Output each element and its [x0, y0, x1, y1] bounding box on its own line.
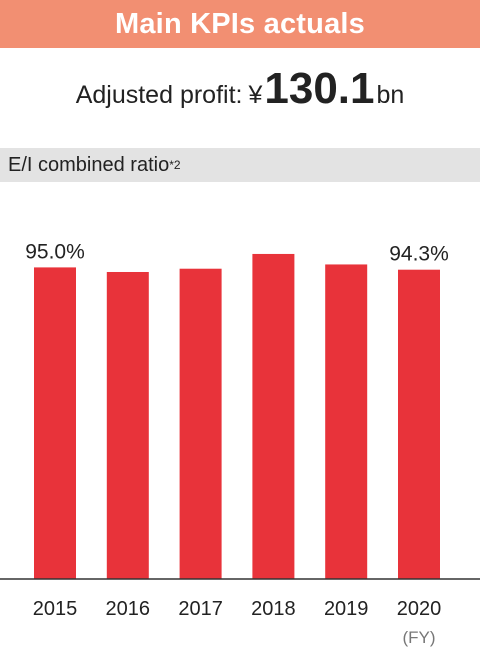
bar-2018 — [252, 253, 295, 579]
x-tick-2019: 2019 — [324, 598, 369, 620]
bar-2016 — [106, 271, 149, 579]
profit-label: Adjusted profit: — [75, 81, 243, 109]
section-title-bar: E/I combined ratio *2 — [0, 148, 480, 182]
x-tick-2020: 2020 — [397, 598, 442, 620]
x-axis-unit-label: (FY) — [402, 628, 435, 647]
profit-unit: bn — [376, 81, 405, 109]
x-tick-2016: 2016 — [106, 598, 151, 620]
x-tick-2015: 2015 — [33, 598, 78, 620]
bar-2020 — [398, 269, 440, 579]
x-tick-2017: 2017 — [178, 598, 223, 620]
bar-2017 — [179, 268, 222, 579]
header-banner: Main KPIs actuals — [0, 0, 480, 48]
bar-2019 — [325, 264, 368, 579]
bar-2015 — [34, 267, 76, 579]
profit-currency: ¥ — [248, 81, 263, 109]
data-labels-group: 95.0% 94.3% — [25, 240, 449, 265]
combined-ratio-chart: 95.0% 94.3% 2015 2016 2017 2018 2019 2020 (FY) — [0, 240, 480, 647]
data-label-2020: 94.3% — [389, 243, 449, 266]
x-tick-2018: 2018 — [251, 598, 296, 620]
header-title: Main KPIs actuals — [115, 7, 365, 40]
section-title: E/I combined ratio — [8, 153, 170, 176]
x-tick-labels-group: 2015 2016 2017 2018 2019 2020 — [33, 598, 442, 620]
adjusted-profit: Adjusted profit: ¥ 130.1 bn — [0, 64, 480, 134]
profit-value: 130.1 — [264, 64, 375, 113]
data-label-2015: 95.0% — [25, 240, 85, 263]
bars-group — [34, 253, 440, 579]
